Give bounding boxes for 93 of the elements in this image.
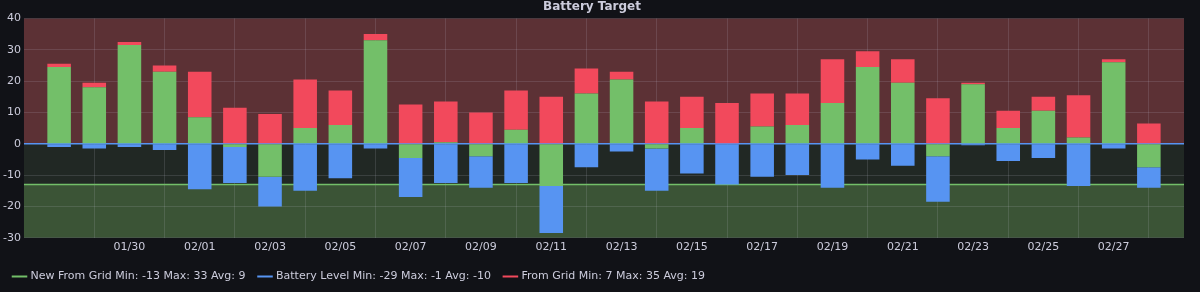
x-tick-label: 02/11: [535, 240, 568, 254]
bar: [504, 90, 528, 130]
bar: [926, 156, 950, 202]
bar: [644, 148, 669, 191]
bar: [750, 126, 774, 144]
x-tick-label: 02/15: [676, 240, 708, 254]
bar: [1137, 144, 1161, 168]
x-tick-label: 02/07: [394, 240, 427, 254]
bar: [223, 146, 247, 183]
bar: [469, 156, 493, 188]
x-tick-label: 02/01: [183, 240, 216, 254]
bar: [152, 65, 177, 72]
bar: [820, 59, 845, 104]
bar: [609, 71, 634, 80]
bar: [223, 107, 247, 144]
bar: [293, 79, 317, 129]
bar: [820, 103, 845, 144]
bar: [750, 93, 774, 127]
bar: [363, 40, 388, 144]
bar: [926, 98, 950, 144]
bar: [363, 34, 388, 41]
bar: [187, 71, 212, 118]
chart-title: Battery Target: [543, 0, 642, 14]
bar: [1101, 62, 1126, 144]
bar: [82, 87, 107, 144]
y-tick-label: 0: [13, 136, 21, 150]
bar: [117, 41, 142, 46]
bar: [258, 176, 282, 207]
bar: [398, 144, 423, 158]
bar: [469, 144, 493, 157]
bar: [855, 66, 880, 144]
bar: [961, 84, 985, 144]
bar: [539, 96, 564, 144]
bar: [926, 144, 950, 157]
x-tick-label: 02/05: [324, 240, 357, 254]
bar: [891, 59, 915, 83]
bar: [117, 45, 142, 144]
bar: [1137, 167, 1161, 188]
y-tick-label: 20: [6, 73, 21, 87]
bar: [47, 63, 71, 67]
x-tick-label: 01/30: [113, 240, 146, 254]
bar: [644, 101, 669, 144]
x-tick-label: 02/03: [254, 240, 286, 254]
y-tick-label: 10: [6, 105, 21, 119]
x-tick-label: 02/09: [465, 240, 497, 254]
bar: [187, 117, 212, 144]
bar: [1101, 59, 1126, 63]
x-tick-label: 02/27: [1097, 240, 1130, 254]
bar: [680, 128, 704, 144]
bar: [258, 144, 282, 177]
bar: [644, 144, 669, 149]
bar: [293, 128, 317, 144]
bar: [469, 112, 493, 144]
bar: [223, 144, 247, 147]
bar: [398, 157, 423, 198]
bar: [574, 93, 599, 144]
bar: [855, 51, 880, 67]
bar: [1137, 123, 1161, 144]
bar: [504, 129, 528, 144]
x-tick-label: 02/19: [816, 240, 849, 254]
bar: [1031, 96, 1056, 111]
bar: [328, 124, 353, 144]
bar: [680, 96, 704, 129]
y-tick-label: -30: [3, 230, 21, 244]
bar: [891, 82, 915, 144]
bar: [434, 101, 458, 143]
x-tick-label: 02/25: [1027, 240, 1060, 254]
x-tick-label: 02/13: [605, 240, 638, 254]
bar: [785, 124, 810, 144]
y-tick-label: 30: [6, 42, 21, 56]
bar: [1031, 110, 1056, 144]
bar: [539, 186, 564, 234]
x-tick-label: 02/17: [746, 240, 779, 254]
legend-label: From Grid Min: 7 Max: 35 Avg: 19: [521, 269, 705, 283]
x-tick-label: 02/23: [957, 240, 989, 254]
bar: [328, 90, 353, 125]
bar: [785, 93, 810, 125]
bar: [47, 66, 71, 144]
bar: [609, 79, 634, 144]
y-tick-label: 40: [6, 11, 21, 25]
bar: [574, 68, 599, 94]
bar: [715, 103, 739, 144]
bar: [996, 110, 1021, 129]
y-tick-label: -20: [3, 199, 21, 213]
bar: [398, 104, 423, 144]
legend-label: Battery Level Min: -29 Max: -1 Avg: -10: [276, 269, 491, 283]
legend-label: New From Grid Min: -13 Max: 33 Avg: 9: [30, 269, 246, 283]
x-tick-label: 02/21: [886, 240, 919, 254]
bar: [258, 114, 282, 144]
bar: [996, 128, 1021, 144]
y-tick-label: -10: [3, 167, 21, 181]
bar: [1066, 95, 1091, 138]
bar: [152, 71, 177, 144]
